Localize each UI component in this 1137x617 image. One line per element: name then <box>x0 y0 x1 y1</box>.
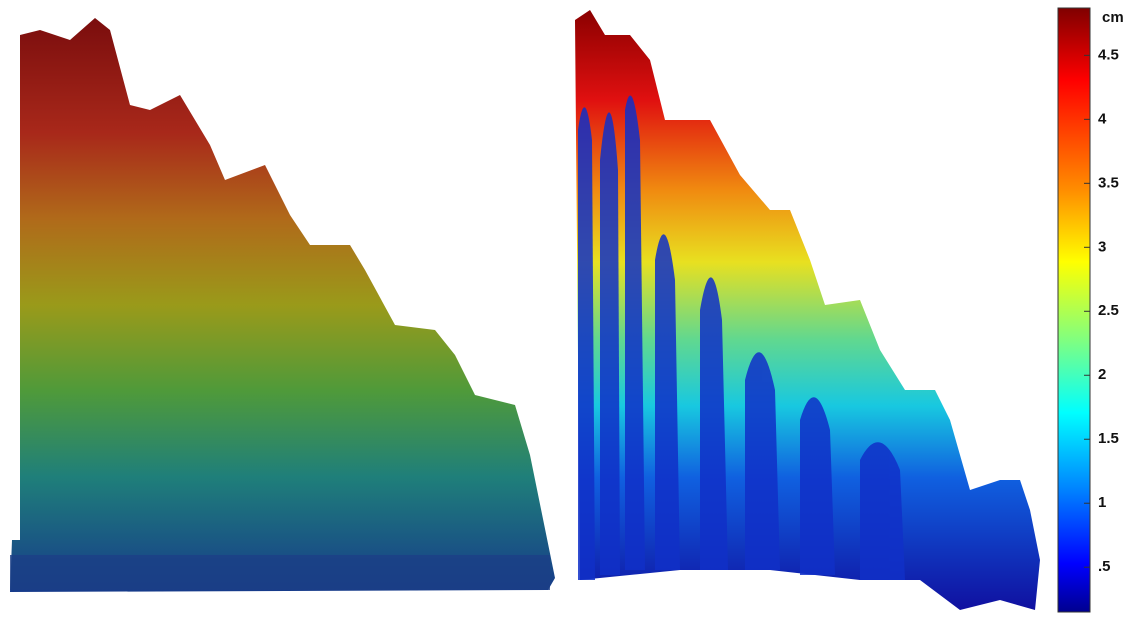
left-base <box>10 555 550 590</box>
colorbar-tick-label: 4 <box>1098 110 1107 127</box>
colorbar-tick-label: .5 <box>1098 558 1111 575</box>
colorbar-tick-label: 3 <box>1098 238 1106 255</box>
right-surface <box>575 10 1040 610</box>
colorbar-tick-label: 2 <box>1098 366 1106 383</box>
left-surface <box>10 18 555 592</box>
colorbar-tick-label: 4.5 <box>1098 46 1119 63</box>
colorbar-tick-label: 2.5 <box>1098 302 1119 319</box>
right-streaks <box>578 95 905 580</box>
colorbar-tick-label: 1 <box>1098 494 1106 511</box>
colorbar <box>1057 7 1091 613</box>
colorbar-unit: cm <box>1102 9 1124 26</box>
colorbar-tick-label: 3.5 <box>1098 174 1119 191</box>
colorbar-tick-label: 1.5 <box>1098 430 1119 447</box>
